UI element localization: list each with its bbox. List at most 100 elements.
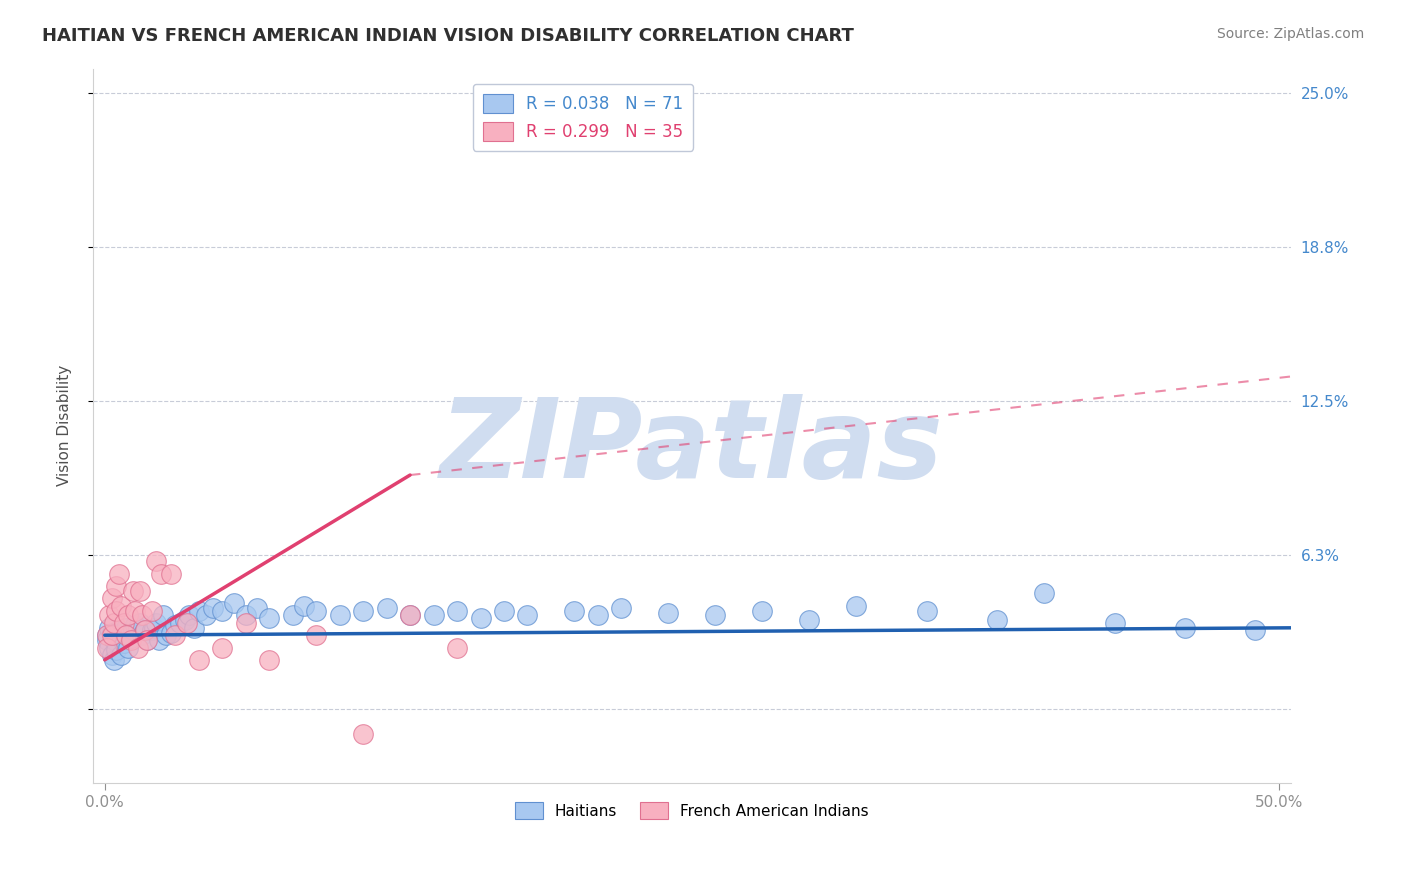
- Point: [150, 566, 173, 581]
- Point: [187, 603, 209, 617]
- Point: [845, 599, 868, 613]
- Point: [131, 608, 153, 623]
- Point: [98, 608, 121, 623]
- Point: [101, 648, 124, 662]
- Point: [145, 615, 167, 630]
- Point: [129, 583, 152, 598]
- Point: [110, 628, 132, 642]
- Point: [564, 603, 586, 617]
- Point: [399, 608, 422, 623]
- Point: [103, 653, 125, 667]
- Point: [96, 640, 118, 655]
- Point: [159, 566, 181, 581]
- Point: [120, 633, 142, 648]
- Point: [165, 618, 187, 632]
- Point: [122, 583, 145, 598]
- Point: [422, 608, 444, 623]
- Point: [470, 611, 492, 625]
- Point: [305, 628, 328, 642]
- Point: [187, 653, 209, 667]
- Point: [1033, 586, 1056, 600]
- Point: [329, 608, 352, 623]
- Point: [257, 653, 280, 667]
- Point: [352, 603, 374, 617]
- Point: [1174, 621, 1197, 635]
- Point: [105, 579, 128, 593]
- Point: [96, 628, 118, 642]
- Point: [112, 615, 135, 630]
- Point: [141, 624, 163, 638]
- Point: [610, 601, 633, 615]
- Point: [127, 621, 149, 635]
- Point: [136, 633, 159, 648]
- Legend: Haitians, French American Indians: Haitians, French American Indians: [509, 796, 875, 825]
- Point: [246, 601, 269, 615]
- Point: [169, 615, 191, 630]
- Point: [105, 603, 128, 617]
- Point: [117, 608, 139, 623]
- Point: [586, 608, 609, 623]
- Point: [101, 591, 124, 606]
- Point: [122, 624, 145, 638]
- Point: [176, 615, 198, 630]
- Point: [183, 621, 205, 635]
- Point: [235, 615, 257, 630]
- Point: [446, 603, 468, 617]
- Point: [152, 608, 174, 623]
- Point: [105, 643, 128, 657]
- Point: [105, 628, 128, 642]
- Point: [492, 603, 515, 617]
- Point: [352, 727, 374, 741]
- Point: [399, 608, 422, 623]
- Point: [98, 621, 121, 635]
- Point: [108, 566, 131, 581]
- Point: [115, 628, 138, 642]
- Point: [134, 624, 156, 638]
- Point: [141, 603, 163, 617]
- Point: [281, 608, 304, 623]
- Point: [986, 614, 1008, 628]
- Point: [115, 621, 138, 635]
- Point: [235, 608, 257, 623]
- Text: ZIPatlas: ZIPatlas: [440, 393, 943, 500]
- Point: [124, 603, 146, 617]
- Point: [143, 621, 166, 635]
- Point: [165, 628, 187, 642]
- Point: [148, 633, 170, 648]
- Point: [155, 628, 177, 642]
- Text: HAITIAN VS FRENCH AMERICAN INDIAN VISION DISABILITY CORRELATION CHART: HAITIAN VS FRENCH AMERICAN INDIAN VISION…: [42, 27, 853, 45]
- Point: [136, 633, 159, 648]
- Point: [516, 608, 538, 623]
- Point: [120, 631, 142, 645]
- Point: [159, 625, 181, 640]
- Point: [201, 601, 224, 615]
- Point: [446, 640, 468, 655]
- Point: [110, 599, 132, 613]
- Point: [96, 628, 118, 642]
- Point: [257, 611, 280, 625]
- Point: [108, 624, 131, 638]
- Point: [103, 615, 125, 630]
- Point: [117, 640, 139, 655]
- Point: [112, 625, 135, 640]
- Point: [127, 640, 149, 655]
- Point: [1244, 624, 1267, 638]
- Point: [112, 635, 135, 649]
- Point: [194, 608, 217, 623]
- Point: [179, 608, 201, 623]
- Point: [98, 640, 121, 655]
- Point: [211, 603, 233, 617]
- Point: [110, 648, 132, 662]
- Point: [222, 596, 245, 610]
- Point: [103, 633, 125, 648]
- Point: [1104, 615, 1126, 630]
- Y-axis label: Vision Disability: Vision Disability: [58, 365, 72, 486]
- Point: [129, 615, 152, 630]
- Point: [292, 599, 315, 613]
- Point: [211, 640, 233, 655]
- Point: [96, 633, 118, 648]
- Point: [101, 628, 124, 642]
- Text: Source: ZipAtlas.com: Source: ZipAtlas.com: [1216, 27, 1364, 41]
- Point: [134, 624, 156, 638]
- Point: [704, 608, 727, 623]
